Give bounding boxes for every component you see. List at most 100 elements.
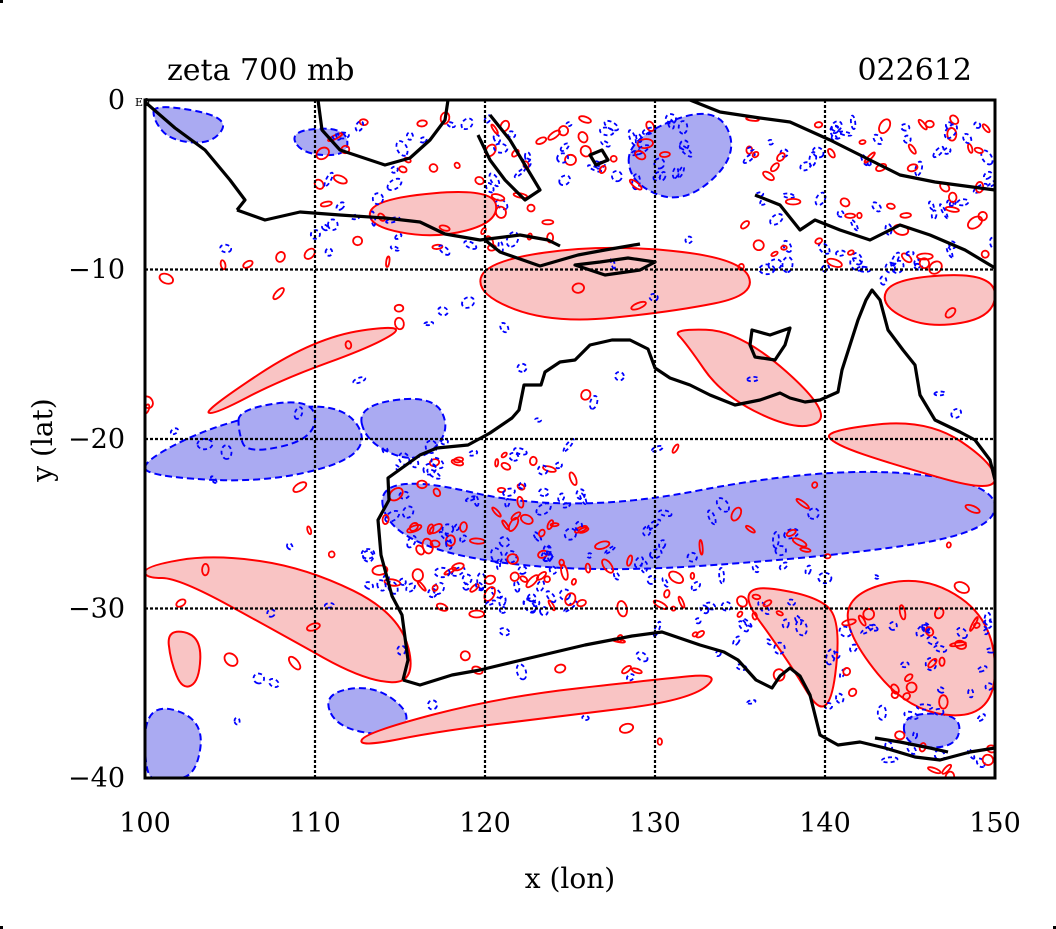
contour-blob-128 (649, 548, 663, 560)
contour-blob-230 (946, 127, 958, 142)
contour-blob-208 (747, 146, 755, 152)
contour-blob-320 (446, 121, 456, 129)
contour-blob-420 (976, 665, 988, 673)
contour-blob-188 (694, 617, 702, 625)
contour-blob-98 (398, 490, 410, 500)
contour-blob-361 (394, 233, 403, 240)
contour-blob-443 (941, 763, 953, 775)
contour-blob-323 (327, 132, 344, 142)
contour-blob-274 (849, 114, 857, 131)
contour-blob-311 (386, 177, 403, 191)
contour-blob-261 (884, 261, 896, 274)
contour-blob-533 (423, 320, 435, 327)
contour-blob-87 (501, 519, 510, 531)
contour-blob-297 (740, 220, 750, 230)
contour-blob-289 (826, 257, 843, 268)
contour-blob-416 (598, 164, 607, 175)
contour-blob-258 (770, 162, 780, 173)
contour-blob-37 (424, 439, 438, 454)
contour-blob-566 (795, 498, 810, 510)
contour-blob-565 (857, 614, 867, 627)
contour-blob-65 (429, 539, 441, 548)
contour-blob-36 (576, 599, 587, 608)
contour-blob-78 (513, 447, 528, 456)
contour-blob-405 (628, 178, 643, 191)
plot-frame (143, 98, 997, 780)
contour-blob-255 (776, 152, 786, 162)
contour-blob-287 (918, 257, 931, 270)
contour-blob-450 (969, 616, 979, 632)
contour-blob-501 (671, 443, 680, 454)
contour-blob-365 (535, 136, 548, 145)
contour-blob-193 (433, 566, 451, 579)
contour-blob-490 (964, 503, 981, 514)
contour-blob-253 (784, 197, 802, 206)
coastline-java (236, 208, 561, 248)
contour-blob-135 (757, 600, 771, 615)
contour-blob-412 (600, 140, 611, 148)
contour-blob-94 (517, 565, 528, 575)
contour-blob-523 (292, 481, 308, 493)
contour-blob-86 (426, 468, 442, 480)
contour-blob-469 (890, 690, 900, 700)
contour-blob-120 (626, 554, 634, 567)
contour-blob-100 (557, 492, 566, 503)
map-timestamp: 022612 (857, 53, 972, 88)
contour-blob-227 (989, 236, 995, 252)
contour-blob-307 (947, 191, 958, 203)
corner-mark-bottom-right (1053, 926, 1056, 929)
contour-blob-427 (985, 647, 995, 654)
contour-blob-174 (577, 526, 590, 534)
y-tick-1: −10 (68, 255, 125, 286)
contour-blob-23 (432, 487, 442, 498)
contour-blob-132 (695, 630, 705, 639)
contour-blob-366 (463, 240, 478, 250)
contour-blob-520 (352, 376, 367, 385)
contour-blob-161 (677, 595, 686, 609)
contour-blob-463 (876, 704, 887, 721)
contour-blob-448 (976, 713, 986, 722)
x-tick-150: 150 (969, 808, 1021, 839)
negative-region-9 (902, 712, 961, 749)
contour-blob-394 (559, 142, 570, 152)
contour-blob-364 (428, 163, 439, 173)
contour-blob-553 (210, 475, 218, 484)
contour-blob-352 (323, 171, 334, 188)
contour-blob-332 (490, 193, 506, 202)
contour-blob-456 (838, 625, 852, 638)
contour-blob-134 (546, 519, 555, 531)
contour-blob-266 (956, 198, 970, 207)
coastline-sumatra (145, 100, 247, 211)
contour-blob-321 (321, 223, 330, 232)
contour-blob-221 (886, 202, 896, 210)
contour-blob-485 (580, 388, 592, 401)
contour-blob-12 (496, 486, 507, 494)
contour-blob-118 (537, 528, 546, 538)
contour-blob-279 (836, 209, 845, 218)
contour-blob-356 (490, 123, 499, 135)
contour-blob-425 (898, 604, 907, 621)
contour-blob-435 (933, 707, 945, 716)
contour-blob-557 (545, 590, 557, 604)
contour-blob-29 (440, 438, 449, 446)
coastline-west-australia (376, 288, 995, 681)
contour-blob-512 (223, 652, 239, 667)
contour-blob-422 (956, 627, 968, 639)
contour-blob-527 (344, 340, 353, 350)
contour-blob-288 (891, 259, 905, 274)
coastline-cape-york-gulf (748, 326, 792, 362)
contour-blob-62 (467, 449, 479, 457)
contour-blob-385 (631, 173, 641, 191)
contour-blob-441 (933, 644, 948, 653)
contour-blob-102 (498, 536, 511, 548)
contour-blob-282 (980, 249, 990, 259)
contour-blob-241 (943, 123, 958, 140)
contour-blob-59 (450, 458, 465, 467)
contour-blob-156 (804, 564, 812, 576)
contour-blob-139 (765, 638, 773, 646)
contour-blob-250 (779, 148, 789, 158)
contour-blob-299 (830, 120, 843, 133)
contour-blob-404 (678, 144, 693, 158)
contour-blob-546 (242, 259, 254, 269)
contour-blob-498 (817, 571, 833, 585)
